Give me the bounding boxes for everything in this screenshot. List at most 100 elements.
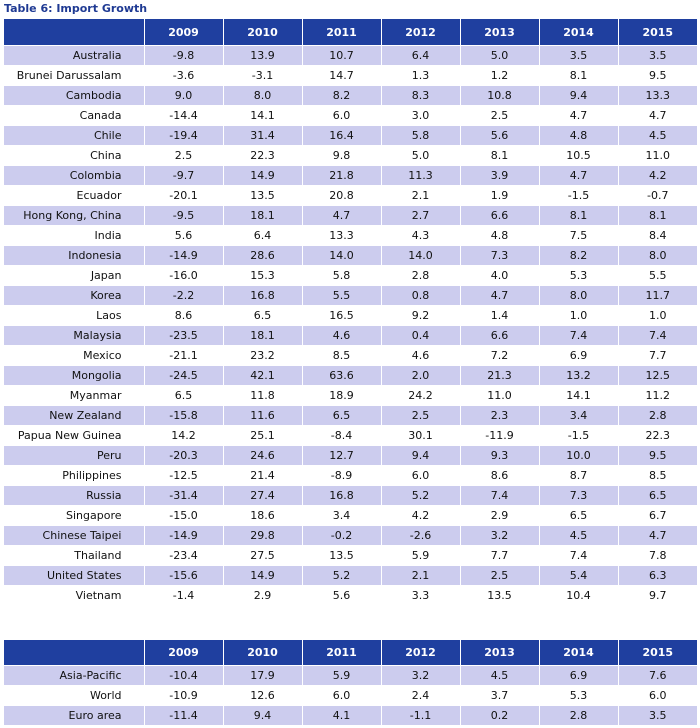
growth-cell: -2.2 <box>144 285 224 306</box>
growth-cell: 2.9 <box>223 585 303 605</box>
table-row: Vietnam -1.4 2.9 5.6 3.3 13.5 10.4 9.7 <box>4 585 697 605</box>
growth-cell: -1.4 <box>144 585 224 605</box>
header-year: 2012 <box>381 19 461 46</box>
growth-cell: 6.3 <box>618 565 697 586</box>
row-label: Peru <box>4 445 145 466</box>
growth-cell: 3.2 <box>381 665 461 686</box>
growth-cell: 1.3 <box>381 65 461 86</box>
growth-cell: 28.6 <box>223 245 303 266</box>
growth-cell: 4.2 <box>618 165 697 186</box>
growth-cell: 16.4 <box>302 125 382 146</box>
table-header: 2009 2010 2011 2012 2013 2014 2015 <box>4 640 697 666</box>
growth-cell: 8.2 <box>539 245 619 266</box>
growth-cell: 6.0 <box>618 685 697 706</box>
table-row: Philippines -12.5 21.4 -8.9 6.0 8.6 8.7 8.5 <box>4 465 697 486</box>
row-label: Cambodia <box>4 85 145 106</box>
growth-cell: 10.0 <box>539 445 619 466</box>
growth-cell: 14.1 <box>539 385 619 406</box>
growth-cell: 3.4 <box>539 405 619 426</box>
header-year: 2011 <box>302 640 382 666</box>
growth-cell: 9.3 <box>460 445 540 466</box>
growth-cell: 9.4 <box>223 705 303 725</box>
growth-cell: 1.0 <box>539 305 619 326</box>
growth-cell: 4.7 <box>460 285 540 306</box>
growth-cell: 21.3 <box>460 365 540 386</box>
row-label: Asia-Pacific <box>4 665 145 686</box>
growth-cell: 4.6 <box>302 325 382 346</box>
growth-cell: 7.2 <box>460 345 540 366</box>
row-label: Korea <box>4 285 145 306</box>
growth-cell: 9.4 <box>539 85 619 106</box>
growth-cell: 18.9 <box>302 385 382 406</box>
growth-cell: -15.8 <box>144 405 224 426</box>
row-label: Singapore <box>4 505 145 526</box>
growth-cell: 7.8 <box>618 545 697 566</box>
growth-cell: 8.4 <box>618 225 697 246</box>
growth-cell: -24.5 <box>144 365 224 386</box>
growth-cell: 8.3 <box>381 85 461 106</box>
growth-cell: 5.0 <box>381 145 461 166</box>
growth-cell: 6.0 <box>381 465 461 486</box>
growth-cell: 10.5 <box>539 145 619 166</box>
table-row: Papua New Guinea 14.2 25.1 -8.4 30.1 -11.9 -1.… <box>4 425 697 446</box>
growth-cell: 4.7 <box>302 205 382 226</box>
growth-cell: 6.4 <box>381 45 461 66</box>
growth-cell: 7.7 <box>460 545 540 566</box>
row-label: Euro area <box>4 705 145 725</box>
header-year: 2014 <box>539 19 619 46</box>
table-row: Laos 8.6 6.5 16.5 9.2 1.4 1.0 1.0 <box>4 305 697 326</box>
growth-cell: -14.4 <box>144 105 224 126</box>
growth-cell: 5.5 <box>618 265 697 286</box>
growth-cell: 4.5 <box>460 665 540 686</box>
growth-cell: 5.6 <box>460 125 540 146</box>
header-economy <box>4 19 145 46</box>
table-row: Japan -16.0 15.3 5.8 2.8 4.0 5.3 5.5 <box>4 265 697 286</box>
growth-cell: -1.5 <box>539 185 619 206</box>
table-row: Canada -14.4 14.1 6.0 3.0 2.5 4.7 4.7 <box>4 105 697 126</box>
table-body: Asia-Pacific -10.4 17.9 5.9 3.2 4.5 6.9 7.6 Worl… <box>4 665 697 725</box>
growth-cell: 6.7 <box>618 505 697 526</box>
header-year: 2015 <box>618 19 697 46</box>
growth-cell: 8.6 <box>460 465 540 486</box>
growth-cell: 11.8 <box>223 385 303 406</box>
header-year: 2010 <box>223 640 303 666</box>
row-label: Japan <box>4 265 145 286</box>
growth-cell: -20.3 <box>144 445 224 466</box>
table-row: Colombia -9.7 14.9 21.8 11.3 3.9 4.7 4.2 <box>4 165 697 186</box>
header-year: 2013 <box>460 19 540 46</box>
row-label: Colombia <box>4 165 145 186</box>
row-label: Myanmar <box>4 385 145 406</box>
row-label: Russia <box>4 485 145 506</box>
growth-cell: -3.6 <box>144 65 224 86</box>
growth-cell: 3.5 <box>539 45 619 66</box>
header-year: 2015 <box>618 640 697 666</box>
growth-cell: 11.3 <box>381 165 461 186</box>
growth-cell: 3.0 <box>381 105 461 126</box>
growth-cell: 5.3 <box>539 685 619 706</box>
growth-cell: 3.3 <box>381 585 461 605</box>
growth-cell: -12.5 <box>144 465 224 486</box>
growth-cell: 5.6 <box>144 225 224 246</box>
growth-cell: -23.5 <box>144 325 224 346</box>
growth-cell: -11.4 <box>144 705 224 725</box>
growth-cell: -23.4 <box>144 545 224 566</box>
growth-cell: 4.8 <box>460 225 540 246</box>
growth-cell: 9.5 <box>618 445 697 466</box>
growth-cell: 15.3 <box>223 265 303 286</box>
growth-cell: 13.3 <box>302 225 382 246</box>
growth-cell: 9.7 <box>618 585 697 605</box>
growth-cell: 14.0 <box>381 245 461 266</box>
row-label: India <box>4 225 145 246</box>
growth-cell: -3.1 <box>223 65 303 86</box>
growth-cell: -31.4 <box>144 485 224 506</box>
growth-cell: 9.0 <box>144 85 224 106</box>
growth-cell: 7.7 <box>618 345 697 366</box>
growth-cell: -10.4 <box>144 665 224 686</box>
growth-cell: 14.1 <box>223 105 303 126</box>
growth-cell: 6.6 <box>460 205 540 226</box>
growth-cell: 5.9 <box>381 545 461 566</box>
growth-cell: 14.2 <box>144 425 224 446</box>
header-year: 2009 <box>144 640 224 666</box>
table-row: Brunei Darussalam -3.6 -3.1 14.7 1.3 1.2 8.1 9.… <box>4 65 697 86</box>
growth-cell: -10.9 <box>144 685 224 706</box>
